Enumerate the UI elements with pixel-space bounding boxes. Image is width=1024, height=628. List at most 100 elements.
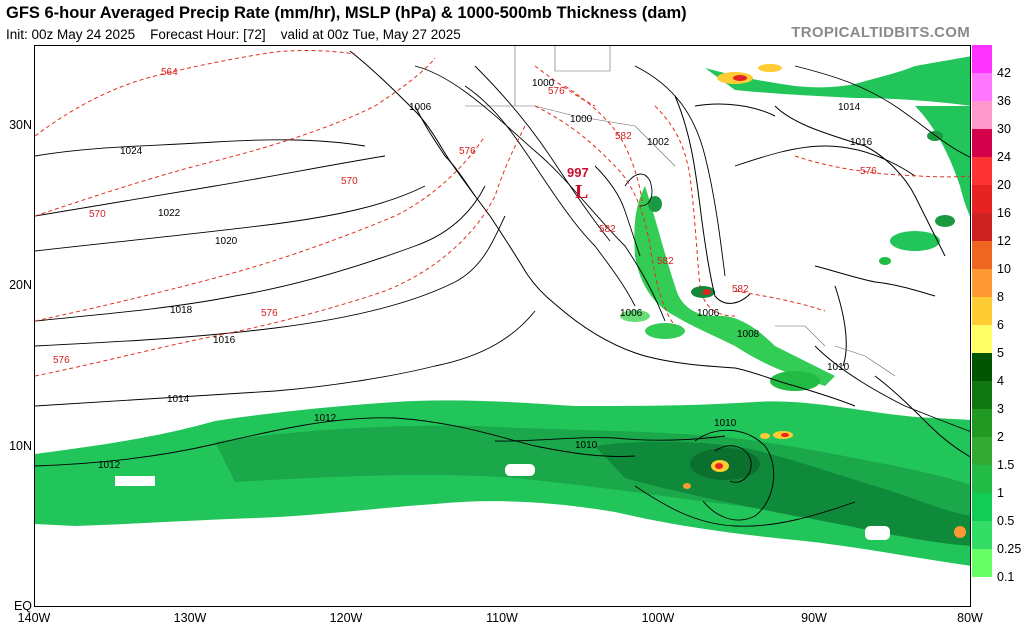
lon-label-100w: 100W bbox=[641, 611, 675, 625]
colorbar-tick-label: 1.5 bbox=[997, 458, 1015, 472]
colorbar-segment bbox=[972, 437, 992, 465]
thickness-label: 576 bbox=[53, 355, 70, 366]
coastlines bbox=[349, 50, 970, 458]
colorbar-tick-label: 0.1 bbox=[997, 570, 1015, 584]
low-pressure-center: 997 L bbox=[567, 165, 589, 203]
lon-label-130w: 130W bbox=[173, 611, 207, 625]
colorbar-segment bbox=[972, 241, 992, 269]
thickness-label: 582 bbox=[599, 224, 616, 235]
lat-label-30n: 30N bbox=[9, 118, 32, 132]
low-pressure-marker: L bbox=[575, 181, 588, 203]
isobar-label: 1012 bbox=[98, 460, 121, 471]
thickness-label: 570 bbox=[341, 176, 358, 187]
thickness-label: 570 bbox=[89, 209, 106, 220]
colorbar-segment bbox=[972, 325, 992, 353]
isobar-label: 1014 bbox=[167, 394, 190, 405]
borders bbox=[465, 46, 896, 377]
colorbar-tick-label: 6 bbox=[997, 318, 1004, 332]
lat-label-eq: EQ bbox=[13, 599, 32, 613]
init-time: Init: 00z May 24 2025 bbox=[6, 27, 136, 42]
brand-watermark: TROPICALTIDBITS.COM bbox=[791, 24, 970, 41]
thickness-contours bbox=[35, 50, 970, 377]
colorbar-tick-label: 0.25 bbox=[997, 542, 1022, 556]
map-panel: 1024 1022 1020 1018 1016 1014 1012 1012 … bbox=[34, 45, 971, 607]
isobar-label: 1012 bbox=[314, 413, 337, 424]
isobar-label: 1014 bbox=[838, 102, 861, 113]
valid-time: valid at 00z Tue, May 27 2025 bbox=[280, 27, 461, 42]
colorbar-segment bbox=[972, 465, 992, 493]
forecast-hour: Forecast Hour: [72] bbox=[150, 27, 266, 42]
colorbar-segment bbox=[972, 381, 992, 409]
thickness-label: 576 bbox=[548, 86, 565, 97]
isobar-label: 1000 bbox=[570, 114, 593, 125]
low-pressure-value: 997 bbox=[567, 165, 589, 180]
thickness-label: 564 bbox=[161, 67, 178, 78]
thickness-label: 582 bbox=[657, 256, 674, 267]
colorbar-segment bbox=[972, 73, 992, 101]
lon-label-120w: 120W bbox=[329, 611, 363, 625]
colorbar-tick-label: 4 bbox=[997, 374, 1004, 388]
isobar-label: 1018 bbox=[170, 305, 193, 316]
colorbar-segment bbox=[972, 213, 992, 241]
thickness-label: 582 bbox=[732, 284, 749, 295]
colorbar-segment bbox=[972, 409, 992, 437]
isobar-label: 1016 bbox=[850, 137, 873, 148]
contour-labels: 1024 1022 1020 1018 1016 1014 1012 1012 … bbox=[98, 78, 873, 471]
isobar-label: 1008 bbox=[737, 329, 760, 340]
colorbar-tick-label: 12 bbox=[997, 234, 1011, 248]
colorbar-tick-label: 5 bbox=[997, 346, 1004, 360]
isobar-label: 1010 bbox=[827, 362, 850, 373]
isobar-label: 1006 bbox=[409, 102, 432, 113]
precip-land-cells bbox=[620, 56, 970, 391]
colorbar-segment bbox=[972, 129, 992, 157]
isobar-label: 1016 bbox=[213, 335, 236, 346]
isobar-label: 1010 bbox=[714, 418, 737, 429]
colorbar-tick-label: 10 bbox=[997, 262, 1011, 276]
lat-label-10n: 10N bbox=[9, 439, 32, 453]
colorbar-tick-label: 20 bbox=[997, 178, 1011, 192]
colorbar-segment bbox=[972, 493, 992, 521]
isobar-label: 1002 bbox=[647, 137, 670, 148]
lon-label-80w: 80W bbox=[957, 611, 983, 625]
colorbar-tick-label: 42 bbox=[997, 66, 1011, 80]
colorbar-tick-label: 16 bbox=[997, 206, 1011, 220]
lon-label-90w: 90W bbox=[801, 611, 827, 625]
thickness-labels: 564 570 570 576 576 576 576 582 582 582 … bbox=[53, 67, 877, 366]
lon-label-110w: 110W bbox=[486, 611, 518, 625]
colorbar-segment bbox=[972, 269, 992, 297]
colorbar-tick-label: 8 bbox=[997, 290, 1004, 304]
colorbar-tick-label: 24 bbox=[997, 150, 1011, 164]
map-title: GFS 6-hour Averaged Precip Rate (mm/hr),… bbox=[6, 4, 687, 22]
colorbar-tick-label: 36 bbox=[997, 94, 1011, 108]
map-subtitle: Init: 00z May 24 2025 Forecast Hour: [72… bbox=[6, 27, 461, 42]
colorbar-segment bbox=[972, 353, 992, 381]
isobar-label: 1020 bbox=[215, 236, 238, 247]
colorbar-segment bbox=[972, 185, 992, 213]
colorbar-tick-label: 1 bbox=[997, 486, 1004, 500]
lon-label-140w: 140W bbox=[17, 611, 51, 625]
thickness-label: 576 bbox=[459, 146, 476, 157]
isobars bbox=[35, 65, 970, 527]
colorbar-segment bbox=[972, 157, 992, 185]
colorbar-tick-label: 2 bbox=[997, 430, 1004, 444]
isobar-label: 1000 bbox=[532, 78, 555, 89]
colorbar-segment bbox=[972, 521, 992, 549]
isobar-label: 1006 bbox=[697, 308, 720, 319]
isobar-label: 1022 bbox=[158, 208, 181, 219]
colorbar-segment bbox=[972, 101, 992, 129]
colorbar-tick-label: 3 bbox=[997, 402, 1004, 416]
lat-label-20n: 20N bbox=[9, 278, 32, 292]
colorbar-segment bbox=[972, 549, 992, 577]
thickness-label: 576 bbox=[261, 308, 278, 319]
precip-itcz-band bbox=[35, 400, 970, 566]
colorbar-tick-label: 0.5 bbox=[997, 514, 1015, 528]
thickness-label: 582 bbox=[615, 131, 632, 142]
isobar-label: 1024 bbox=[120, 146, 143, 157]
map-canvas: 1024 1022 1020 1018 1016 1014 1012 1012 … bbox=[35, 46, 970, 566]
colorbar-tick-label: 30 bbox=[997, 122, 1011, 136]
colorbar-segment bbox=[972, 45, 992, 73]
isobar-label: 1006 bbox=[620, 308, 643, 319]
thickness-label: 576 bbox=[860, 166, 877, 177]
isobar-label: 1010 bbox=[575, 440, 598, 451]
colorbar-segment bbox=[972, 297, 992, 325]
